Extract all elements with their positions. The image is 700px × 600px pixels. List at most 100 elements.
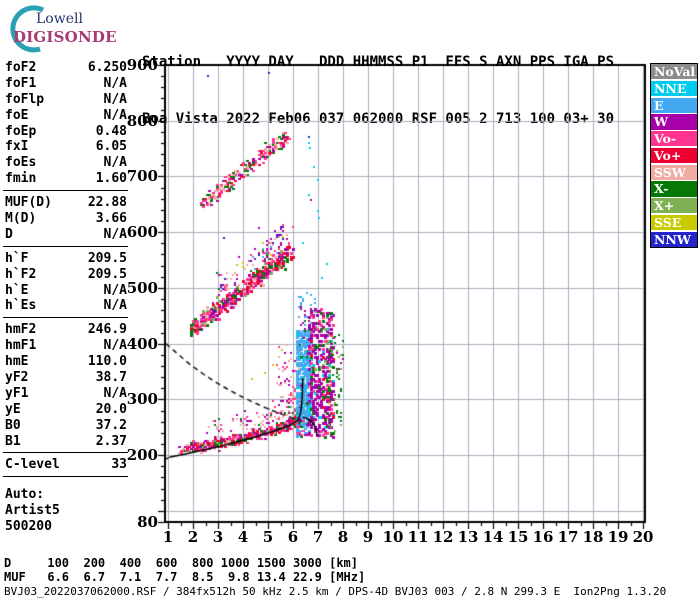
x-tick-label-8: 8 xyxy=(337,528,349,546)
panel-label: B0 xyxy=(5,417,21,433)
panel-row-hf2: h`F2 209.5 xyxy=(5,267,127,283)
panel-value: 22.88 xyxy=(87,195,127,211)
x-tick-label-17: 17 xyxy=(557,528,579,546)
y-tick-label-200: 200 xyxy=(126,446,158,465)
panel-row-fof2: foF2 6.250 xyxy=(5,60,127,76)
x-tick-label-6: 6 xyxy=(287,528,299,546)
panel-label: hmE xyxy=(5,354,29,370)
panel-value: N/A xyxy=(103,107,127,123)
legend-item-e: E xyxy=(651,97,697,113)
legend-item-w: W xyxy=(651,114,697,130)
panel-value: 6.05 xyxy=(95,139,127,155)
panel-row-d: D N/A xyxy=(5,227,127,243)
panel-label: yE xyxy=(5,401,21,417)
panel-row-foes: foEs N/A xyxy=(5,155,127,171)
x-tick-label-7: 7 xyxy=(312,528,324,546)
y-tick-label-700: 700 xyxy=(126,167,158,186)
panel-label: h`Es xyxy=(5,298,37,314)
panel-value: N/A xyxy=(103,385,127,401)
logo-text-digisonde: DIGISONDE xyxy=(13,28,117,46)
panel-value: N/A xyxy=(103,75,127,91)
x-tick-label-1: 1 xyxy=(162,528,174,546)
legend-item-x: X+ xyxy=(651,198,697,214)
panel-value: N/A xyxy=(103,226,127,242)
panel-row-fmin: fmin 1.60 xyxy=(5,171,127,187)
panel-label: Auto: xyxy=(5,487,45,503)
legend-item-nnw: NNW xyxy=(651,231,697,247)
y-tick-label-300: 300 xyxy=(126,390,158,409)
panel-label: foEp xyxy=(5,123,37,139)
legend-item-ssw: SSW xyxy=(651,164,697,180)
panel-value: 3.66 xyxy=(95,211,127,227)
panel-value: N/A xyxy=(103,298,127,314)
panel-value: 20.0 xyxy=(95,401,127,417)
x-tick-label-18: 18 xyxy=(582,528,604,546)
legend-item-vo: Vo+ xyxy=(651,147,697,164)
panel-value: N/A xyxy=(103,155,127,171)
panel-label: h`F xyxy=(5,250,29,266)
panel-row-clevel: C-level 33 xyxy=(5,457,127,473)
y-tick-label-80: 80 xyxy=(137,513,158,531)
panel-value: 246.9 xyxy=(87,322,127,338)
x-tick-label-16: 16 xyxy=(532,528,554,546)
x-tick-label-15: 15 xyxy=(507,528,529,546)
panel-label: hmF1 xyxy=(5,338,37,354)
lowell-digisonde-logo: Lowell DIGISONDE xyxy=(6,5,126,53)
muf-row: MUF 6.6 6.7 7.1 7.7 8.5 9.8 13.4 22.9 [M… xyxy=(4,570,366,584)
panel-label: h`F2 xyxy=(5,266,37,282)
y-tick-label-900: 900 xyxy=(126,56,158,74)
x-tick-label-12: 12 xyxy=(432,528,454,546)
panel-label: 500200 xyxy=(5,519,52,535)
panel-auto-line: Auto: xyxy=(5,487,127,503)
panel-value: 37.2 xyxy=(95,417,127,433)
panel-row-he: h`E N/A xyxy=(5,283,127,299)
x-tick-label-20: 20 xyxy=(632,528,654,546)
panel-label: foF2 xyxy=(5,60,37,75)
panel-row-foe: foE N/A xyxy=(5,108,127,124)
panel-row-fxi: fxI 6.05 xyxy=(5,139,127,155)
x-tick-label-19: 19 xyxy=(607,528,629,546)
x-tick-label-9: 9 xyxy=(362,528,374,546)
logo-text-lowell: Lowell xyxy=(36,11,83,27)
panel-row-hme: hmE 110.0 xyxy=(5,354,127,370)
panel-row-hf: h`F 209.5 xyxy=(5,251,127,267)
panel-label: yF1 xyxy=(5,385,29,401)
panel-label: foFlp xyxy=(5,91,45,107)
echo-legend: NoVal NNE E W Vo- Vo+ SSW X- X+ SSE NNW xyxy=(650,63,698,248)
panel-auto-line: 500200 xyxy=(5,519,127,535)
x-tick-label-14: 14 xyxy=(482,528,504,546)
x-tick-label-3: 3 xyxy=(212,528,224,546)
panel-label: hmF2 xyxy=(5,322,37,338)
panel-value: 2.37 xyxy=(95,433,127,449)
legend-item-nne: NNE xyxy=(651,80,697,96)
panel-divider xyxy=(3,476,128,478)
readout-panel: foF2 6.250 foF1 N/A foFlp N/A foE N/A foEp 0.48 fx… xyxy=(3,60,128,535)
x-tick-label-13: 13 xyxy=(457,528,479,546)
panel-label: foF1 xyxy=(5,75,37,91)
panel-value: 33 xyxy=(111,457,127,473)
panel-auto-line: Artist5 xyxy=(5,503,127,519)
panel-value: 6.250 xyxy=(87,60,127,75)
panel-row-foflp: foFlp N/A xyxy=(5,92,127,108)
panel-value: 209.5 xyxy=(87,266,127,282)
x-tick-label-5: 5 xyxy=(262,528,274,546)
legend-item-sse: SSE xyxy=(651,215,697,231)
x-tick-label-10: 10 xyxy=(382,528,404,546)
y-tick-label-500: 500 xyxy=(126,278,158,297)
y-tick-label-400: 400 xyxy=(126,334,158,353)
panel-divider xyxy=(3,190,128,192)
panel-value: N/A xyxy=(103,91,127,107)
panel-value: 0.48 xyxy=(95,123,127,139)
panel-label: h`E xyxy=(5,282,29,298)
panel-label: foEs xyxy=(5,155,37,171)
panel-label: yF2 xyxy=(5,370,29,386)
panel-value: N/A xyxy=(103,282,127,298)
panel-value: 1.60 xyxy=(95,171,127,187)
panel-label: fxI xyxy=(5,139,29,155)
distance-row: D 100 200 400 600 800 1000 1500 3000 [km… xyxy=(4,556,359,570)
panel-divider xyxy=(3,245,128,247)
panel-label: MUF(D) xyxy=(5,195,52,211)
panel-label: foE xyxy=(5,107,29,123)
panel-label: Artist5 xyxy=(5,503,60,519)
panel-value: 209.5 xyxy=(87,250,127,266)
